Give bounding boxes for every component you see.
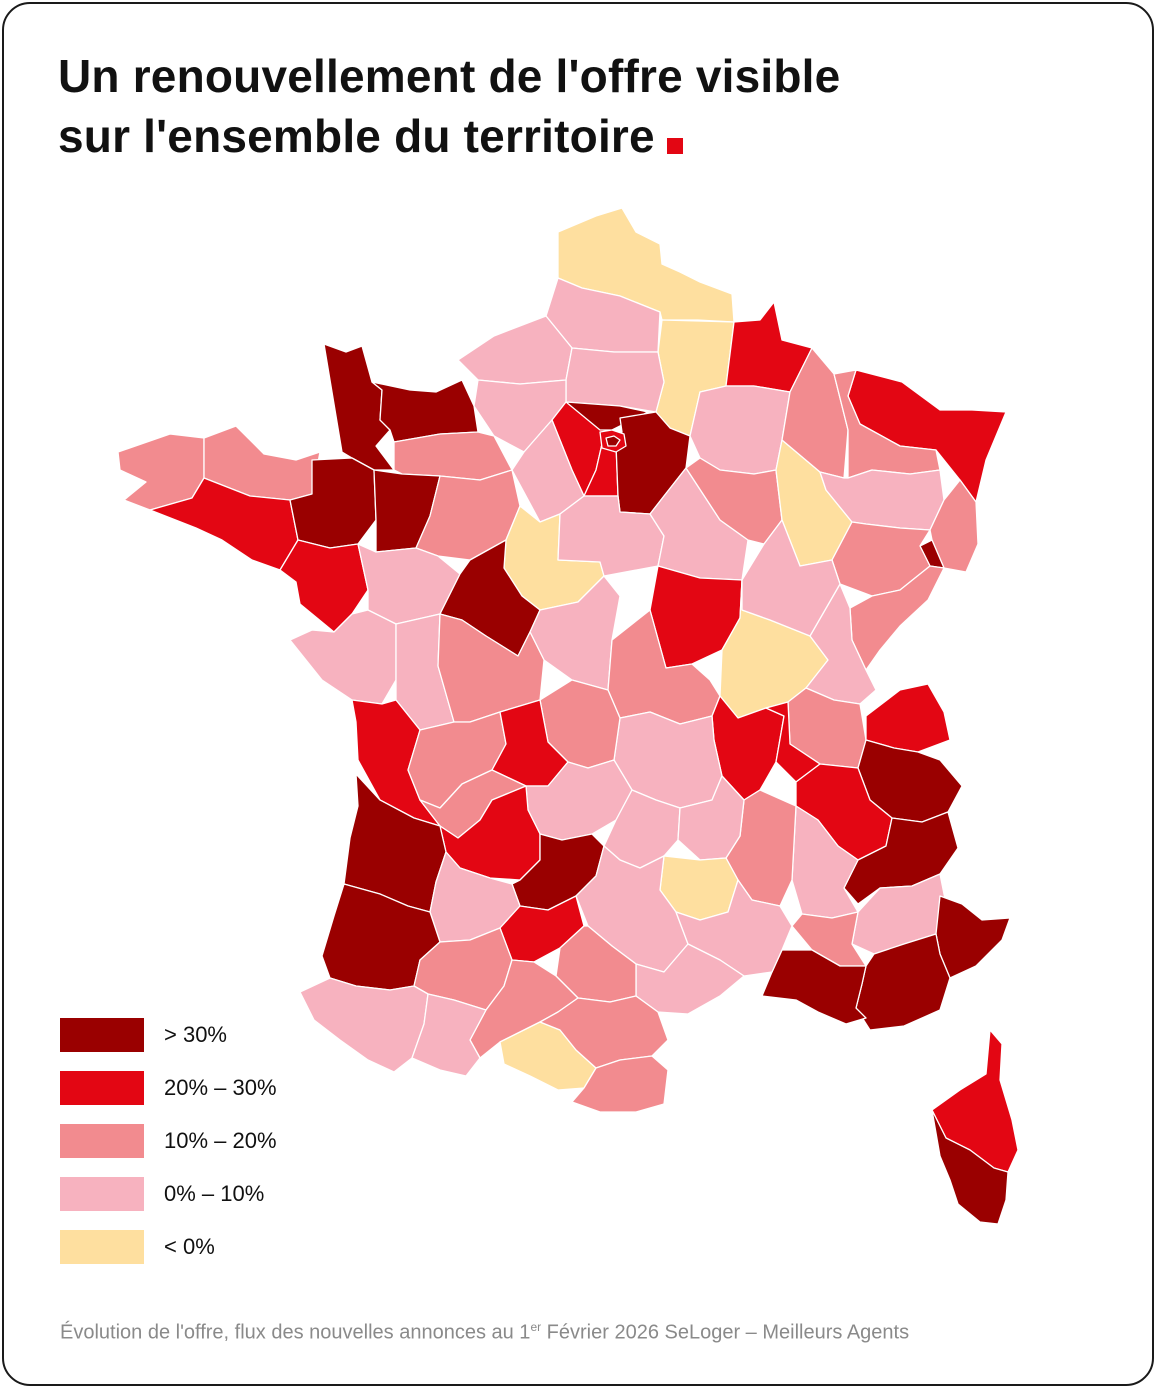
legend-label: 10% – 20% [164, 1128, 277, 1153]
dept-bouches-rhone [761, 949, 867, 1025]
source-superscript: er [530, 1320, 542, 1334]
legend-label: 20% – 30% [164, 1075, 277, 1100]
dept-yonne [649, 467, 749, 581]
dept-meurthe-moselle [833, 369, 941, 479]
legend-swatch [60, 1071, 144, 1105]
dept-drome [791, 805, 859, 919]
dept-aude [539, 995, 669, 1069]
legend-swatch [60, 1230, 144, 1264]
dept-paris [605, 435, 621, 447]
source-note: Évolution de l'offre, flux des nouvelles… [60, 1320, 909, 1345]
legend-label: 0% – 10% [164, 1181, 265, 1206]
dept-loire-atlantique [279, 539, 369, 633]
title-line-2-text: sur l'ensemble du territoire [58, 110, 655, 162]
source-text-before: Évolution de l'offre, flux des nouvelles… [60, 1321, 531, 1344]
dept-haute-loire [677, 775, 745, 861]
dept-hautes-pyrenees [411, 993, 487, 1077]
title-line-2: sur l'ensemble du territoire [58, 106, 840, 166]
dept-seine-maritime [457, 315, 573, 385]
dept-vendee [289, 609, 397, 705]
legend-swatch [60, 1124, 144, 1158]
source-text-after: Février 2026 SeLoger – Meilleurs Agents [541, 1321, 910, 1344]
dept-haut-rhin [929, 479, 979, 573]
dept-jura [805, 583, 877, 705]
dept-orne [393, 431, 513, 481]
legend-label: < 0% [164, 1234, 215, 1259]
dept-corse-du-sud [931, 1109, 1009, 1225]
dept-hautes-alpes [843, 811, 959, 905]
title-line-1: Un renouvellement de l'offre visible [58, 50, 841, 102]
title-accent-square [666, 138, 683, 154]
dept-saone-loire [741, 519, 841, 637]
page-title: Un renouvellement de l'offre visible sur… [58, 46, 840, 166]
dept-pyrenees-orientales [571, 1055, 669, 1113]
dept-indre [437, 613, 545, 723]
dept-meuse [781, 347, 849, 479]
legend-label: > 30% [164, 1022, 227, 1047]
dept-pyrenees-atlantiques [299, 977, 429, 1073]
dept-oise [565, 347, 665, 413]
dept-haute-savoie [865, 683, 951, 753]
legend-swatch [60, 1177, 144, 1211]
dept-alpes-maritimes [935, 895, 1011, 979]
legend-swatch [60, 1018, 144, 1052]
